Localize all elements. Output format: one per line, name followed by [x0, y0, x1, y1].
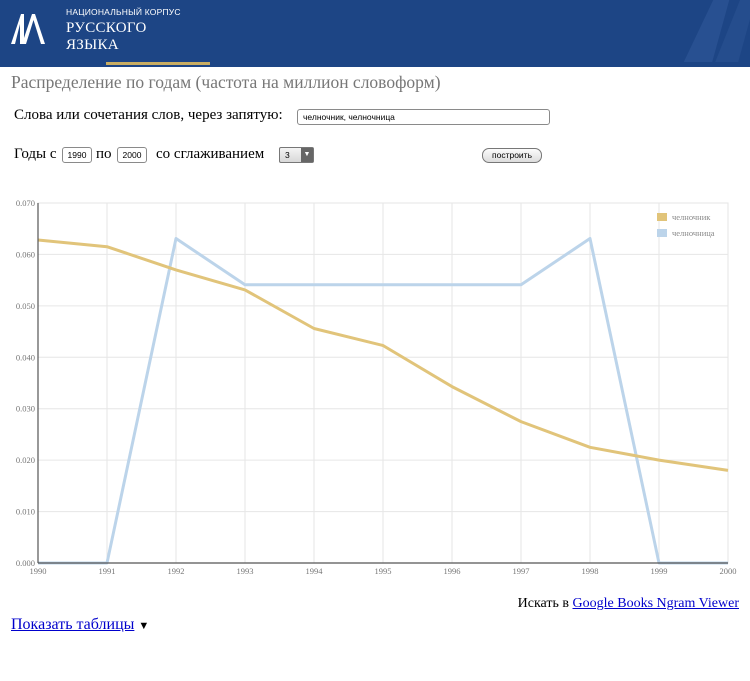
- corpus-title-line1: РУССКОГО: [66, 19, 147, 36]
- x-tick-label: 1992: [168, 566, 185, 576]
- show-tables-toggle[interactable]: Показать таблицы ▼: [11, 616, 149, 634]
- years-row: Годы с: [14, 146, 57, 163]
- corpus-title-small: НАЦИОНАЛЬНЫЙ КОРПУС: [66, 7, 181, 17]
- x-tick-label: 1996: [444, 566, 461, 576]
- legend-label: челночник: [672, 212, 711, 222]
- google-ngram-link[interactable]: Google Books Ngram Viewer: [572, 596, 739, 611]
- series-line-2: [38, 237, 728, 565]
- smoothing-label: со сглаживанием: [156, 146, 265, 162]
- y-tick-label: 0.030: [16, 404, 35, 414]
- x-tick-label: 1999: [651, 566, 668, 576]
- ngram-search-line: Искать в Google Books Ngram Viewer: [518, 596, 739, 612]
- dropdown-arrow-icon[interactable]: ▼: [301, 148, 313, 162]
- y-tick-label: 0.060: [16, 249, 35, 259]
- search-prefix: Искать в: [517, 596, 570, 611]
- x-tick-label: 1993: [237, 566, 254, 576]
- y-tick-label: 0.010: [16, 507, 35, 517]
- y-tick-label: 0.070: [16, 198, 35, 208]
- year-from-input[interactable]: 1990: [62, 147, 92, 163]
- frequency-chart: 0.000 0.010 0.020 0.030 0.040 0.050 0.060 0.070…: [16, 198, 737, 576]
- year-to-input[interactable]: 2000: [117, 147, 147, 163]
- triangle-down-icon[interactable]: ▼: [138, 620, 150, 632]
- header-bottom-border: [0, 62, 750, 67]
- words-label: Слова или сочетания слов, через запятую:: [14, 107, 283, 123]
- corpus-logo-icon[interactable]: [8, 10, 50, 46]
- years-from-label: Годы с: [14, 146, 57, 162]
- x-tick-label: 1995: [375, 566, 392, 576]
- y-tick-label: 0.040: [16, 352, 35, 362]
- x-tick-label: 1991: [99, 566, 116, 576]
- x-tick-label: 1998: [582, 566, 599, 576]
- legend-swatch: [657, 213, 667, 221]
- y-tick-label: 0.000: [16, 558, 35, 568]
- y-tick-label: 0.020: [16, 455, 35, 465]
- corpus-title-line2: ЯЗЫКА: [66, 37, 119, 54]
- x-tick-label: 2000: [720, 566, 737, 576]
- build-button[interactable]: построить: [482, 148, 542, 163]
- x-tick-label: 1990: [30, 566, 47, 576]
- page-title: Распределение по годам (частота на милли…: [11, 72, 441, 92]
- show-tables-link[interactable]: Показать таблицы: [11, 616, 135, 633]
- x-tick-label: 1994: [306, 566, 324, 576]
- words-input[interactable]: челночник, челночница: [297, 109, 550, 125]
- years-to-label: по: [96, 146, 112, 162]
- smoothing-value: 3: [285, 150, 290, 160]
- legend-swatch: [657, 229, 667, 237]
- legend-label: челночница: [672, 228, 715, 238]
- header-decoration-icon: [683, 0, 750, 62]
- header-accent-line: [106, 62, 210, 65]
- x-tick-label: 1997: [513, 566, 530, 576]
- series-line-1: [37, 238, 729, 472]
- corpus-title[interactable]: НАЦИОНАЛЬНЫЙ КОРПУС РУССКОГО ЯЗЫКА: [66, 7, 181, 54]
- smoothing-select[interactable]: 3 ▼: [279, 147, 314, 163]
- y-tick-label: 0.050: [16, 301, 35, 311]
- site-header: НАЦИОНАЛЬНЫЙ КОРПУС РУССКОГО ЯЗЫКА: [0, 0, 750, 62]
